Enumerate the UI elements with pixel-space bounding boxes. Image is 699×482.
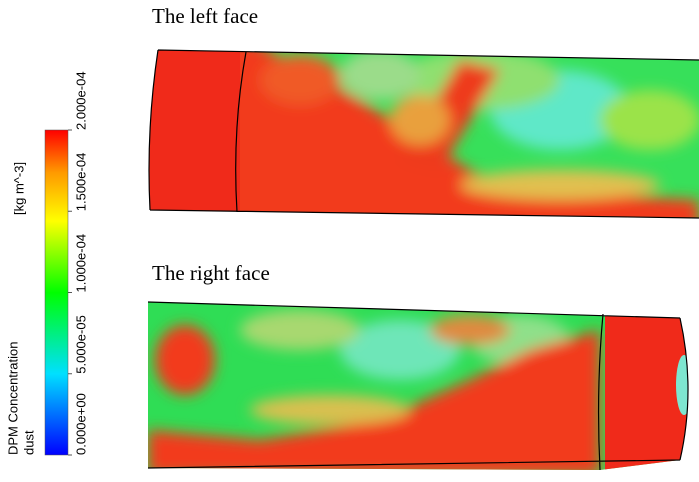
colorbar-tick-label: 5.000e-05	[73, 315, 88, 374]
panel-title: The left face	[152, 4, 258, 28]
contour-right-face	[148, 302, 688, 470]
cylinder-outline	[148, 49, 699, 219]
colorbar-subtitle: dust	[21, 430, 36, 455]
colorbar	[44, 129, 69, 456]
colorbar-tick-label: 1.500e-04	[73, 153, 88, 212]
cylinder-outline	[147, 301, 689, 471]
colorbar-tick-label: 0.000e+00	[73, 393, 88, 455]
panel-title: The right face	[152, 261, 270, 285]
colorbar-title: DPM Concentration	[5, 342, 20, 455]
contour-left-face	[149, 50, 699, 218]
colorbar-tick-label: 2.000e-04	[73, 71, 88, 130]
colorbar-tick-label: 1.000e-04	[73, 234, 88, 293]
colorbar-unit: [kg m^-3]	[11, 162, 26, 215]
